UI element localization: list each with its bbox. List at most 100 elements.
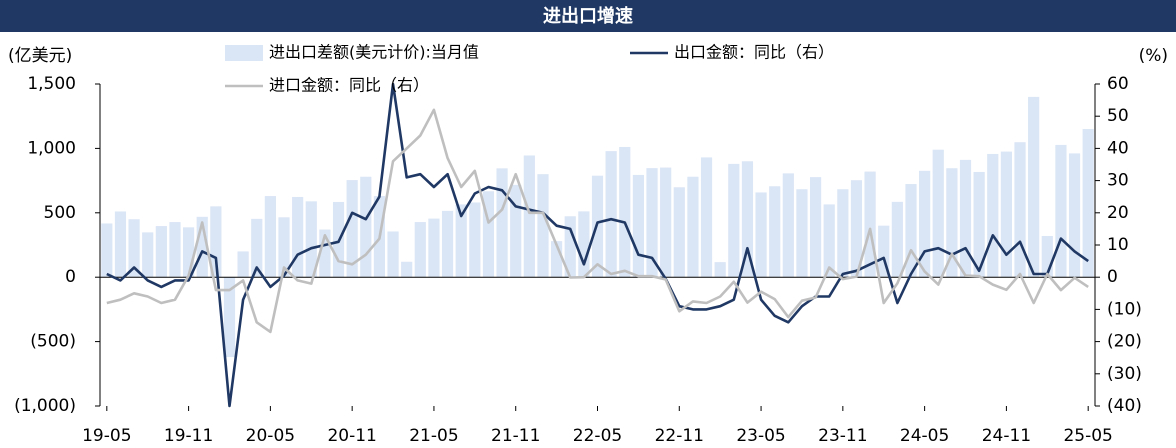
x-tick-label: 20-05 [246, 426, 295, 446]
bar [987, 153, 999, 278]
bar [1028, 96, 1040, 278]
bar [455, 204, 467, 278]
bar [687, 176, 699, 278]
y2-tick-label: 50 [1107, 106, 1129, 126]
bar [973, 171, 985, 278]
bar [114, 211, 127, 278]
x-tick-label: 21-05 [409, 426, 458, 446]
x-tick-label: 22-05 [573, 426, 622, 446]
x-tick-label: 20-11 [327, 426, 376, 446]
bar [210, 206, 222, 278]
bar [1014, 142, 1026, 278]
bar [346, 180, 358, 278]
y2-tick-label: 30 [1107, 171, 1129, 191]
y2-tick-label: 10 [1107, 235, 1129, 255]
bar [741, 161, 754, 278]
bar [809, 177, 822, 278]
chart-title: 进出口增速 [543, 5, 633, 27]
bar [292, 196, 304, 278]
bar [537, 174, 549, 278]
bar [510, 184, 522, 278]
bar [278, 217, 290, 278]
bar [387, 231, 399, 278]
y2-tick-label: 40 [1107, 138, 1129, 158]
bar [251, 218, 263, 278]
y-axis-label: (亿美元) [8, 46, 72, 66]
x-tick-label: 24-05 [900, 426, 949, 446]
y-tick-label: (1,000) [14, 396, 76, 416]
bar [1041, 235, 1053, 278]
line-series [106, 108, 1089, 334]
x-tick-label: 19-11 [164, 426, 213, 446]
bar [319, 229, 331, 278]
bar [878, 225, 890, 278]
bar [714, 262, 726, 278]
y2-tick-label: 20 [1107, 203, 1129, 223]
bar [523, 155, 535, 278]
y-tick-label: 1,000 [27, 138, 76, 158]
bar [551, 241, 563, 278]
bar [578, 211, 590, 278]
bar [183, 227, 195, 278]
x-tick-label: 22-11 [655, 426, 704, 446]
bar [932, 149, 944, 278]
x-tick-label: 21-11 [491, 426, 540, 446]
bar [959, 159, 972, 278]
bar [632, 174, 644, 278]
bar [782, 173, 794, 278]
legend-label: 进出口差额(美元计价):当月值 [269, 43, 479, 62]
bar [864, 171, 876, 278]
bar [619, 146, 631, 278]
bar [237, 251, 249, 278]
bar [646, 168, 658, 278]
y-tick-label: (500) [30, 332, 76, 352]
legend-label: 进口金额：同比（右） [269, 76, 429, 95]
bar [564, 216, 576, 278]
legend-swatch [225, 45, 263, 61]
bar [305, 201, 317, 278]
bar [755, 192, 767, 278]
bar [196, 216, 208, 278]
bar [946, 168, 958, 278]
bar [428, 218, 440, 278]
bar [700, 157, 713, 278]
y2-tick-label: 0 [1107, 267, 1118, 287]
bar [360, 176, 372, 278]
bar [264, 196, 276, 278]
bar [891, 201, 903, 278]
bar [142, 232, 154, 278]
bar [919, 170, 931, 278]
bar [837, 189, 849, 278]
bar [223, 277, 236, 358]
bar [482, 191, 495, 278]
y2-tick-label: 60 [1107, 74, 1129, 94]
x-tick-label: 23-05 [736, 426, 785, 446]
x-tick-label: 23-11 [818, 426, 867, 446]
bar [469, 202, 481, 278]
bar [1055, 144, 1067, 278]
bar [769, 186, 781, 278]
bar [128, 219, 140, 278]
bar [905, 184, 917, 278]
y2-tick-label: (10) [1107, 299, 1142, 319]
x-tick-label: 24-11 [982, 426, 1031, 446]
title-bar [0, 0, 1176, 32]
bar [1068, 153, 1081, 278]
bar [496, 168, 508, 278]
legend-label: 出口金额：同比（右） [674, 43, 834, 62]
x-tick-label: 19-05 [82, 426, 131, 446]
bar [660, 167, 672, 278]
y-tick-label: 1,500 [27, 74, 76, 94]
bar [169, 222, 181, 278]
bar [1000, 151, 1012, 278]
bar [850, 180, 863, 278]
y2-axis-label: (%) [1139, 46, 1168, 66]
y2-tick-label: (20) [1107, 332, 1142, 352]
bar [796, 189, 808, 278]
bar [823, 204, 835, 278]
y2-tick-label: (30) [1107, 364, 1142, 384]
bar [728, 163, 740, 278]
bar [605, 151, 617, 278]
y-tick-label: 0 [65, 267, 76, 287]
